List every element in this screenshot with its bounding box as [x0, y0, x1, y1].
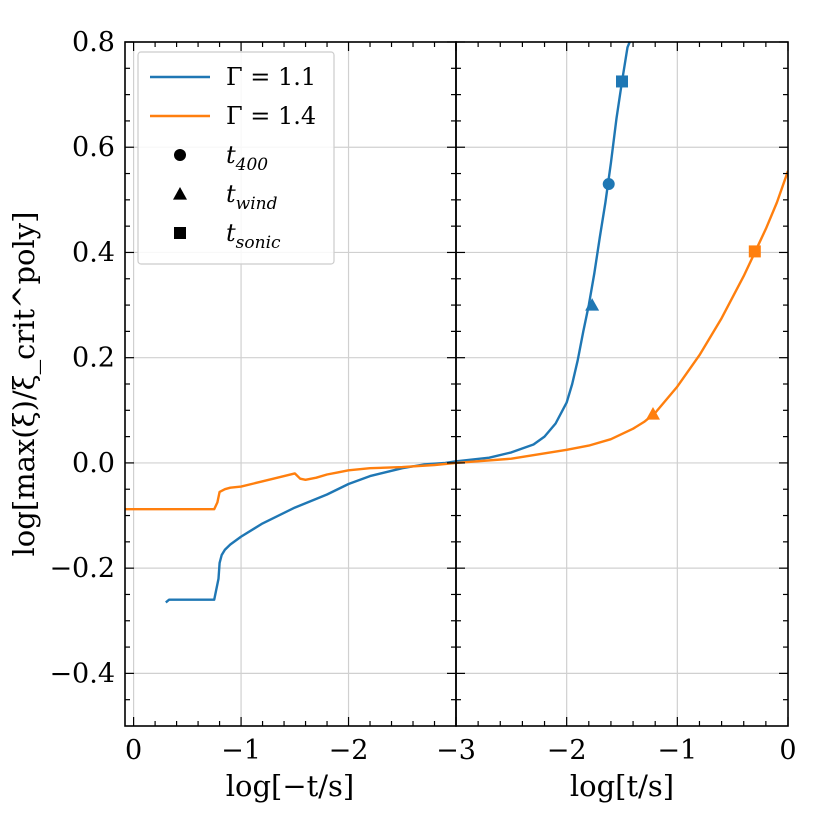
y-tick-label: 0.8 — [72, 27, 115, 58]
marker-t-wind-gamma-14 — [645, 406, 660, 420]
x-tick-label-left: −2 — [329, 735, 369, 766]
y-tick-label: 0.2 — [72, 343, 115, 374]
marker-t-wind-gamma-11 — [585, 298, 600, 311]
y-tick-label: 0.0 — [72, 448, 115, 479]
x-axis-title-right: log[t/s] — [570, 769, 674, 803]
marker-layer — [585, 75, 761, 420]
y-axis-title: log[max(ξ)/ξ_crit^poly] — [7, 212, 42, 557]
legend-box — [137, 51, 335, 265]
y-tick-label: 0.6 — [72, 132, 115, 163]
x-tick-label-left: −1 — [221, 735, 261, 766]
series-layer — [125, 42, 788, 604]
legend-swatch-triangle — [173, 187, 187, 200]
legend-swatch-square — [174, 227, 186, 239]
y-tick-label: −0.2 — [49, 553, 115, 584]
series-line-gamma-11-pre-bounce — [165, 460, 457, 604]
legend-label: tsonic — [226, 219, 281, 253]
marker-t-400-gamma-11 — [602, 178, 615, 191]
y-tick-label: 0.4 — [72, 237, 115, 268]
x-tick-label-left: 0 — [125, 735, 142, 766]
legend: Γ = 1.1 Γ = 1.4 t400 twind tsonic — [137, 51, 335, 265]
x-tick-label-right: −2 — [547, 735, 587, 766]
legend-label: t400 — [226, 141, 268, 175]
y-axis-title-text: log[max(ξ)/ξ_crit^poly] — [7, 212, 42, 557]
marker-t-sonic-gamma-11 — [616, 75, 628, 88]
tick-layer: −0.4 −0.2 0.0 0.2 0.4 0.6 0.8 0 −1 −2 −3 −2 −1 0 — [49, 27, 796, 766]
marker-t-sonic-gamma-14 — [748, 245, 761, 258]
series-line-gamma-14-post-bounce — [456, 170, 788, 465]
series-line-gamma-11-post-bounce — [456, 42, 631, 463]
x-tick-label-right: 0 — [779, 735, 796, 766]
legend-label: Γ = 1.4 — [226, 102, 316, 130]
legend-swatch-circle — [174, 149, 186, 161]
x-tick-label-right: −1 — [657, 735, 697, 766]
legend-label: twind — [226, 180, 278, 214]
legend-label: Γ = 1.1 — [226, 63, 316, 91]
x-axis-title-left: log[−t/s] — [226, 769, 355, 803]
x-tick-label-left: −3 — [436, 735, 476, 766]
y-tick-label: −0.4 — [49, 658, 115, 689]
series-line-gamma-14-pre-bounce — [125, 461, 457, 511]
